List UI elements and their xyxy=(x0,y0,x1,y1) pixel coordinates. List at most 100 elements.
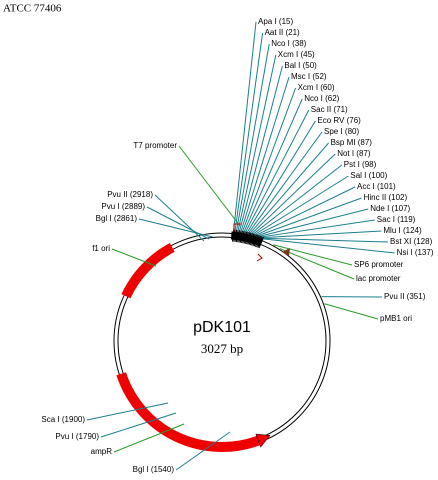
ampR-arc xyxy=(116,372,260,452)
site-leader xyxy=(238,65,283,233)
feature-leader xyxy=(178,145,241,227)
site-leader xyxy=(262,238,395,254)
site-leader xyxy=(243,98,303,234)
feature-leader xyxy=(113,423,185,453)
site-tick xyxy=(253,234,259,247)
feature-leader xyxy=(279,248,355,280)
site-tick xyxy=(234,229,238,242)
feature-label: f1 ori xyxy=(92,244,110,253)
site-label: Sal I (100) xyxy=(350,171,387,180)
site-tick xyxy=(237,230,241,243)
site-label: Bsp MI (87) xyxy=(331,138,373,147)
site-label: Apa I (15) xyxy=(258,17,293,26)
feature-leader xyxy=(175,431,231,471)
site-leader xyxy=(255,197,362,237)
site-leader xyxy=(248,142,329,235)
site-label: Msc I (52) xyxy=(291,72,327,81)
site-label: Sac II (71) xyxy=(311,105,348,114)
site-tick xyxy=(243,231,248,244)
site-tick xyxy=(233,229,236,242)
feature-label: Pvu II (351) xyxy=(384,292,426,301)
site-label: Pst I (98) xyxy=(344,160,377,169)
plasmid-size: 3027 bp xyxy=(201,341,243,356)
site-tick xyxy=(248,233,253,245)
site-leader xyxy=(261,237,389,243)
site-leader xyxy=(250,153,336,236)
site-label: Mlu I (124) xyxy=(383,226,422,235)
site-tick xyxy=(246,232,251,245)
t7-arrow xyxy=(233,223,241,232)
feature-label: Pvu I (1790) xyxy=(55,432,99,441)
feature-label: pMB1 ori xyxy=(380,314,412,323)
site-tick xyxy=(258,236,264,249)
feature-label: Pvu II (2918) xyxy=(107,190,153,199)
plasmid-name: pDK101 xyxy=(193,319,251,336)
feature-label: Bgl I (1540) xyxy=(133,465,175,474)
site-label: Xcm I (60) xyxy=(298,83,335,92)
site-label: Bal I (50) xyxy=(284,61,317,70)
site-tick xyxy=(249,233,255,246)
feature-leader xyxy=(273,244,353,266)
ampR-arrow xyxy=(255,433,271,448)
feature-label: Sca I (1900) xyxy=(41,415,85,424)
sp6-arrow xyxy=(282,248,290,256)
site-tick xyxy=(239,230,243,243)
site-leader xyxy=(241,87,297,234)
feature-leader xyxy=(324,303,379,320)
site-tick xyxy=(251,233,256,246)
site-leader xyxy=(245,120,316,234)
site-label: Hinc II (102) xyxy=(364,193,408,202)
feature-label: ampR xyxy=(91,447,113,456)
site-label: Eco RV (76) xyxy=(317,116,361,125)
site-label: Nco I (38) xyxy=(271,39,306,48)
site-label: Xcm I (45) xyxy=(278,50,315,59)
site-leader xyxy=(233,21,257,232)
site-tick xyxy=(244,231,249,244)
site-tick xyxy=(256,235,262,248)
feature-label: SP6 promoter xyxy=(354,260,404,269)
feature-leader xyxy=(111,248,157,267)
site-leader xyxy=(260,230,382,239)
site-leader xyxy=(251,164,343,236)
site-label: Nde I (107) xyxy=(370,204,410,213)
site-tick xyxy=(257,236,263,248)
site-tick xyxy=(247,232,252,245)
site-tick xyxy=(254,235,260,247)
feature-leader xyxy=(138,218,214,238)
feature-leader xyxy=(86,402,169,421)
site-leader xyxy=(254,186,356,237)
site-tick xyxy=(252,234,258,247)
f1-ori-arc xyxy=(121,242,175,299)
site-tick xyxy=(238,230,242,243)
site-leader xyxy=(235,43,270,233)
sp6-mark xyxy=(256,253,263,262)
site-label: Acc I (101) xyxy=(357,182,396,191)
feature-leader xyxy=(100,412,177,438)
strain-label: ATCC 77406 xyxy=(3,3,62,15)
site-label: Nsi I (137) xyxy=(397,248,434,257)
feature-label: lac promoter xyxy=(356,274,401,283)
site-leader xyxy=(258,219,375,238)
site-leader xyxy=(240,76,290,233)
site-leader xyxy=(257,208,369,238)
site-label: Aat II (21) xyxy=(265,28,300,37)
site-leader xyxy=(247,131,323,235)
site-label: Sac I (119) xyxy=(377,215,416,224)
site-leader xyxy=(237,54,277,233)
feature-leader xyxy=(154,194,205,242)
site-label: Bst XI (128) xyxy=(390,237,433,246)
site-label: Not I (87) xyxy=(337,149,371,158)
site-label: Nco I (62) xyxy=(304,94,339,103)
site-tick xyxy=(242,231,246,244)
site-tick xyxy=(231,229,235,242)
site-leader xyxy=(252,175,349,236)
site-tick xyxy=(241,231,245,244)
feature-label: Bgl I (2861) xyxy=(96,214,138,223)
feature-label: Pvu I (2889) xyxy=(101,202,145,211)
site-leader xyxy=(244,109,310,234)
site-tick xyxy=(235,230,239,243)
feature-label: T7 promoter xyxy=(133,141,177,150)
site-leader xyxy=(234,32,264,232)
site-label: Spe I (80) xyxy=(324,127,359,136)
